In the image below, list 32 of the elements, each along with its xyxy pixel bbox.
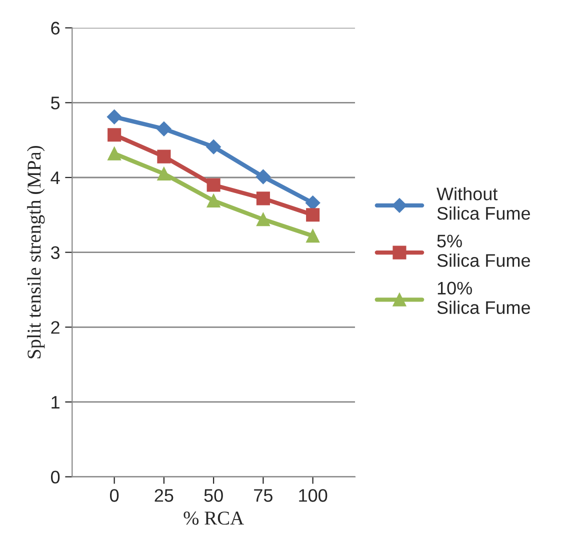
y-tick-label: 4 (50, 172, 60, 184)
legend-label: Without Silica Fume (436, 187, 530, 220)
x-tick-label: 0 (110, 489, 119, 502)
x-tick-label: 100 (299, 489, 328, 502)
y-tick-label: 0 (50, 470, 60, 484)
point (256, 192, 270, 206)
point (256, 169, 271, 184)
x-tick-label: 75 (254, 489, 272, 502)
point (106, 109, 122, 124)
point (156, 121, 172, 136)
point (157, 150, 171, 164)
legend-label: 10% Silica Fume (437, 282, 530, 314)
x-tick-label: 25 (154, 489, 174, 502)
x-axis-title: % RCA (184, 512, 244, 525)
y-tick-label: 2 (51, 321, 60, 334)
x-tick-label: 50 (204, 489, 223, 502)
point (206, 178, 220, 192)
y-axis-title: Split tensile strength (MPa) (27, 146, 45, 358)
y-tick-label: 3 (50, 246, 60, 260)
y-tick-label: 1 (52, 396, 60, 409)
y-tick-label: 5 (51, 96, 60, 110)
point (206, 194, 220, 208)
y-tick-label: 6 (51, 22, 60, 35)
point (306, 229, 320, 243)
legend-label: 5% Silica Fume (437, 234, 530, 267)
point (157, 166, 171, 181)
point (108, 146, 122, 160)
point (108, 128, 122, 142)
point (306, 208, 320, 222)
point (206, 139, 221, 154)
point (305, 196, 320, 210)
point (256, 212, 270, 226)
